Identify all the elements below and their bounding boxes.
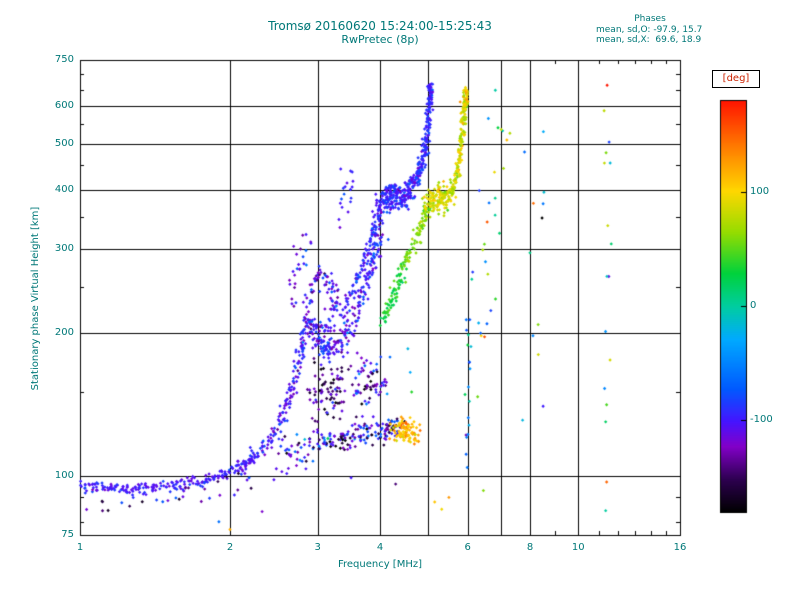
colorbar-tick-label: 0 (750, 300, 757, 311)
x-tick-label: 1 (76, 542, 84, 553)
y-tick-label: 600 (54, 100, 74, 112)
chart-subtitle: RwPretec (8p) (341, 33, 419, 46)
x-tick-label: 2 (226, 542, 234, 553)
x-tick-label: 6 (464, 542, 471, 553)
x-tick-label: 10 (571, 542, 585, 553)
phase-stats-header: Phases (634, 14, 666, 24)
phase-stats-o-mode: mean, sd,O: -97.9, 15.7 (596, 25, 703, 35)
y-axis-title: Stationary phase Virtual Height [km] (30, 206, 41, 391)
y-tick-label: 100 (54, 469, 74, 481)
colorbar-tick-label: 100 (750, 185, 770, 197)
y-tick-label: 75 (61, 529, 74, 540)
x-tick-label: 4 (376, 542, 384, 553)
x-tick-label: 16 (673, 542, 687, 553)
y-tick-label: 500 (54, 137, 74, 149)
x-tick-label: 3 (314, 542, 321, 553)
colorbar-unit-label: [deg] (712, 70, 760, 88)
colorbar-tick-label: -100 (750, 414, 773, 426)
y-tick-label: 200 (54, 326, 74, 338)
chart-title: Tromsø 20160620 15:24:00-15:25:43 (268, 19, 492, 33)
x-tick-label: 8 (526, 542, 534, 553)
y-tick-label: 750 (54, 54, 74, 65)
x-axis-title: Frequency [MHz] (337, 559, 423, 570)
phase-stats-x-mode: mean, sd,X: 69.6, 18.9 (596, 35, 702, 45)
y-tick-label: 400 (54, 183, 74, 195)
y-tick-label: 300 (54, 243, 74, 255)
